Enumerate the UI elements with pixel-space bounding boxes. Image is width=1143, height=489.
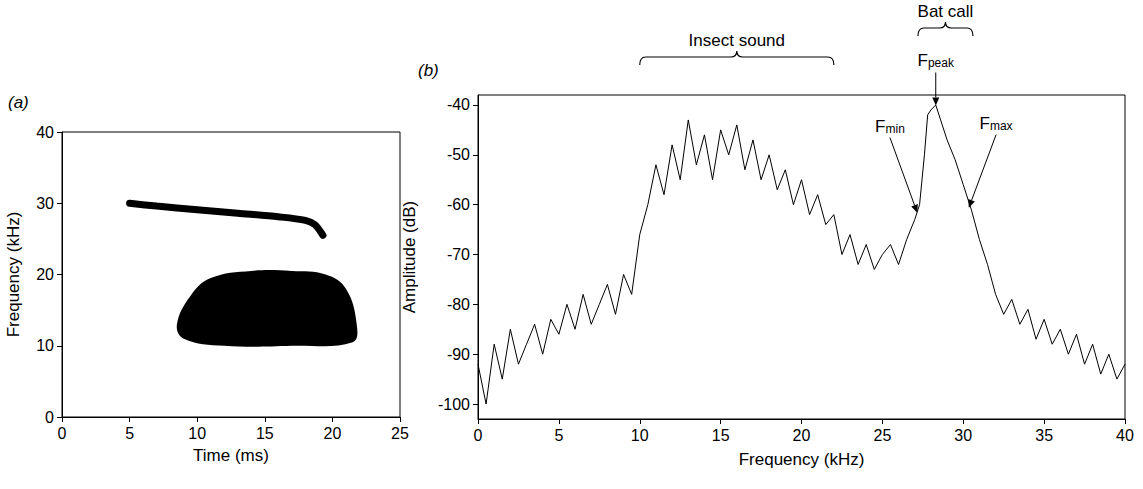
svg-text:-40: -40 (447, 96, 470, 113)
svg-text:-80: -80 (447, 296, 470, 313)
svg-text:20: 20 (36, 266, 54, 283)
svg-text:Amplitude (dB): Amplitude (dB) (400, 201, 419, 313)
svg-text:Frequency (kHz): Frequency (kHz) (739, 450, 865, 469)
svg-text:30: 30 (954, 427, 972, 444)
svg-text:5: 5 (125, 425, 134, 442)
svg-text:-100: -100 (438, 396, 470, 413)
svg-text:20: 20 (793, 427, 811, 444)
svg-text:25: 25 (873, 427, 891, 444)
svg-text:10: 10 (188, 425, 206, 442)
svg-text:F: F (980, 114, 990, 133)
svg-text:10: 10 (36, 337, 54, 354)
svg-text:(a): (a) (8, 93, 29, 112)
svg-text:peak: peak (928, 56, 955, 70)
svg-text:0: 0 (58, 425, 67, 442)
svg-text:-50: -50 (447, 146, 470, 163)
svg-text:-60: -60 (447, 196, 470, 213)
svg-text:-90: -90 (447, 346, 470, 363)
svg-text:(b): (b) (418, 61, 439, 80)
svg-text:F: F (875, 117, 885, 136)
svg-text:Bat call: Bat call (918, 2, 974, 21)
svg-text:0: 0 (474, 427, 483, 444)
svg-text:0: 0 (45, 409, 54, 426)
svg-text:40: 40 (1116, 427, 1134, 444)
svg-text:25: 25 (391, 425, 409, 442)
svg-text:5: 5 (554, 427, 563, 444)
svg-text:max: max (990, 119, 1013, 133)
svg-text:Time (ms): Time (ms) (193, 446, 269, 465)
svg-text:F: F (918, 51, 928, 70)
svg-text:min: min (885, 122, 904, 136)
svg-text:15: 15 (712, 427, 730, 444)
svg-text:10: 10 (631, 427, 649, 444)
svg-text:40: 40 (36, 124, 54, 141)
svg-text:20: 20 (324, 425, 342, 442)
svg-text:35: 35 (1035, 427, 1053, 444)
svg-text:30: 30 (36, 195, 54, 212)
svg-text:Insect sound: Insect sound (689, 31, 785, 50)
svg-text:Frequency (kHz): Frequency (kHz) (4, 212, 23, 338)
svg-text:-70: -70 (447, 246, 470, 263)
svg-text:15: 15 (256, 425, 274, 442)
